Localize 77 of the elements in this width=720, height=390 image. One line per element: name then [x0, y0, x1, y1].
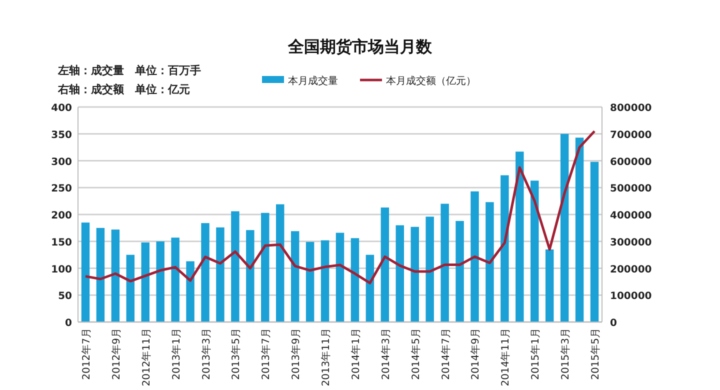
x-tick-label: 2013年5月	[230, 328, 242, 380]
bar	[590, 162, 599, 322]
bar	[246, 230, 254, 322]
legend-label: 本月成交量	[288, 75, 338, 87]
bar	[410, 226, 419, 322]
bar	[156, 241, 164, 322]
bar	[560, 134, 569, 322]
bar	[216, 227, 224, 322]
y2-tick-label: 800000	[610, 103, 652, 114]
x-tick-label: 2014年11月	[500, 328, 512, 386]
bar	[456, 220, 464, 322]
x-tick-label: 2012年7月	[80, 328, 92, 380]
x-tick-label: 2015年3月	[560, 328, 572, 380]
chart-title: 全国期货市场当月数	[287, 37, 433, 56]
bar	[350, 238, 360, 322]
y2-tick-label: 500000	[610, 184, 652, 195]
bar	[575, 138, 584, 322]
x-tick-label: 2013年11月	[320, 328, 332, 386]
y-tick-label: 150	[51, 237, 72, 248]
bar	[396, 225, 404, 322]
bar	[426, 216, 434, 322]
y2-tick-label: 100000	[610, 291, 652, 302]
y2-tick-label: 600000	[610, 156, 652, 168]
bar	[486, 202, 494, 322]
bar	[231, 211, 240, 322]
x-tick-label: 2014年5月	[410, 328, 422, 380]
bar	[126, 254, 135, 322]
y-tick-label: 100	[51, 264, 72, 276]
y-tick-label: 0	[65, 318, 72, 329]
bar	[380, 208, 390, 322]
bar	[516, 152, 524, 322]
x-tick-label: 2012年9月	[110, 328, 122, 380]
x-tick-label: 2014年1月	[350, 328, 362, 380]
bar	[440, 204, 449, 322]
bar	[470, 191, 479, 322]
bar	[306, 242, 314, 322]
y2-tick-label: 400000	[610, 210, 652, 222]
bar	[366, 254, 374, 322]
x-tick-label: 2013年7月	[260, 328, 272, 380]
line-series	[84, 130, 596, 284]
y-tick-label: 200	[51, 210, 72, 222]
y-tick-label: 400	[51, 103, 72, 114]
bar	[111, 230, 120, 322]
x-tick-label: 2014年3月	[380, 328, 392, 380]
x-tick-label: 2015年5月	[590, 328, 602, 380]
text: 左轴：成交量 单位：百万手	[57, 64, 201, 77]
text: 右轴：成交额 单位：亿元	[57, 83, 190, 96]
bar	[261, 212, 270, 322]
x-tick-label: 2013年9月	[290, 328, 302, 380]
bar	[336, 232, 344, 322]
bar	[500, 175, 509, 322]
x-tick-label: 2014年9月	[470, 328, 482, 380]
y-tick-label: 50	[58, 291, 72, 302]
x-tick-label: 2014年7月	[440, 328, 452, 380]
y2-tick-label: 0	[610, 318, 617, 329]
y2-tick-label: 700000	[610, 130, 652, 141]
bar	[81, 222, 90, 322]
bar	[96, 228, 105, 322]
y2-tick-label: 300000	[610, 237, 652, 248]
bar	[320, 240, 330, 322]
bar	[530, 180, 539, 322]
bar	[276, 204, 284, 322]
bar	[545, 249, 554, 322]
bar	[201, 223, 210, 322]
bar	[141, 242, 150, 322]
x-tick-label: 2013年1月	[170, 328, 182, 380]
bar	[171, 238, 180, 322]
bar	[186, 261, 194, 322]
x-tick-label: 2013年3月	[200, 328, 212, 380]
y-tick-label: 250	[51, 184, 72, 195]
x-tick-label: 2012年11月	[140, 328, 152, 386]
legend-label: 本月成交额（亿元）	[386, 75, 476, 87]
y-tick-label: 350	[51, 130, 72, 141]
x-tick-label: 2015年1月	[530, 328, 542, 380]
y-tick-label: 300	[51, 156, 72, 168]
bar	[290, 231, 300, 322]
y2-tick-label: 200000	[610, 264, 652, 276]
